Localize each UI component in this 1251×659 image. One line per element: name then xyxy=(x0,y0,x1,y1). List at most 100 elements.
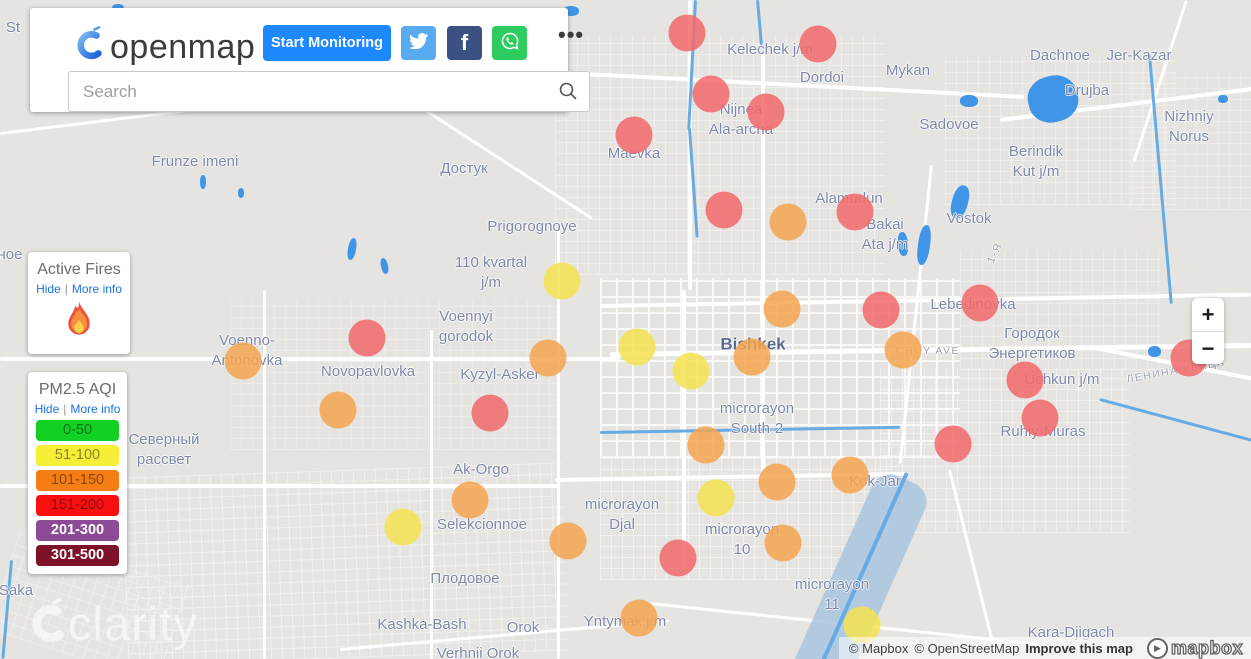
aqi-marker-yellow[interactable] xyxy=(543,262,581,300)
water-body xyxy=(200,175,206,189)
aqi-hide-link[interactable]: Hide xyxy=(34,402,60,416)
app-logo: openmap xyxy=(74,26,255,67)
aqi-marker-red[interactable] xyxy=(348,319,386,357)
aqi-marker-red[interactable] xyxy=(615,116,653,154)
logo-text: openmap xyxy=(110,27,256,66)
aqi-range-201-300: 201-300 xyxy=(36,520,119,541)
water-body xyxy=(1148,346,1161,357)
map-label: Городок Энергетиков xyxy=(988,324,1076,362)
improve-map-link[interactable]: Improve this map xyxy=(1025,640,1133,656)
openmap-logo-icon xyxy=(74,26,104,67)
search-icon[interactable] xyxy=(558,81,578,106)
zoom-control: + − xyxy=(1192,298,1224,364)
aqi-marker-red[interactable] xyxy=(705,191,743,229)
aqi-marker-red[interactable] xyxy=(668,14,706,52)
aqi-marker-red[interactable] xyxy=(934,425,972,463)
aqi-marker-yellow[interactable] xyxy=(697,479,735,517)
aqi-marker-orange[interactable] xyxy=(733,338,771,376)
zoom-divider xyxy=(1192,331,1224,332)
water-body xyxy=(1218,95,1228,103)
aqi-marker-orange[interactable] xyxy=(884,331,922,369)
aqi-marker-red[interactable] xyxy=(799,25,837,63)
map-label: Verhnii Orok xyxy=(436,644,520,659)
facebook-button[interactable]: f xyxy=(447,26,482,60)
road xyxy=(761,55,765,475)
aqi-marker-red[interactable] xyxy=(747,93,785,131)
search-input[interactable] xyxy=(68,71,590,112)
mapbox-logo-word: mapbox xyxy=(1170,637,1243,658)
map-label: Nizhniy Norus xyxy=(1164,107,1214,145)
facebook-icon: f xyxy=(460,30,469,55)
aqi-marker-orange[interactable] xyxy=(319,391,357,429)
map-label: Kashka-Bash xyxy=(377,615,467,633)
map-label: Kara-Djigach xyxy=(1027,623,1115,641)
map-label: Jer-Kazar xyxy=(1106,46,1172,64)
aqi-marker-orange[interactable] xyxy=(763,290,801,328)
map-label: Dordoi xyxy=(799,68,845,86)
aqi-marker-red[interactable] xyxy=(961,284,999,322)
aqi-marker-orange[interactable] xyxy=(451,481,489,519)
map-label: Berindik Kut j/m xyxy=(1008,142,1064,180)
map-label: Плодовое xyxy=(430,569,500,587)
map-label: Mykan xyxy=(885,61,931,79)
twitter-button[interactable] xyxy=(401,26,436,60)
aqi-range-101-150: 101-150 xyxy=(36,470,119,491)
aqi-marker-red[interactable] xyxy=(471,394,509,432)
mapbox-attribution-link[interactable]: © Mapbox xyxy=(848,640,909,656)
osm-attribution-link[interactable]: © OpenStreetMap xyxy=(914,640,1020,656)
water-body xyxy=(238,188,244,198)
clarity-logo-icon xyxy=(28,597,64,650)
aqi-marker-red[interactable] xyxy=(862,291,900,329)
aqi-marker-orange[interactable] xyxy=(769,203,807,241)
map-attribution: © Mapbox © OpenStreetMap Improve this ma… xyxy=(838,637,1251,659)
map-label: 110 kvartal j/m xyxy=(454,253,528,291)
map-label: Kyzyl-Asker xyxy=(460,365,540,383)
aqi-marker-orange[interactable] xyxy=(687,426,725,464)
aqi-marker-red[interactable] xyxy=(692,75,730,113)
aqi-marker-red[interactable] xyxy=(836,193,874,231)
active-fires-title: Active Fires xyxy=(37,261,121,278)
mapbox-logo[interactable]: ▶ mapbox xyxy=(1146,637,1243,659)
aqi-marker-orange[interactable] xyxy=(764,524,802,562)
active-fires-more-info-link[interactable]: More info xyxy=(71,282,122,296)
aqi-range-0-50: 0-50 xyxy=(36,420,119,441)
map-label: Drujba xyxy=(1064,81,1110,99)
aqi-marker-orange[interactable] xyxy=(758,463,796,501)
road xyxy=(0,484,560,488)
aqi-marker-red[interactable] xyxy=(1021,399,1059,437)
aqi-marker-orange[interactable] xyxy=(224,342,262,380)
zoom-in-button[interactable]: + xyxy=(1192,298,1224,331)
zoom-out-button[interactable]: − xyxy=(1192,332,1224,364)
aqi-more-info-link[interactable]: More info xyxy=(70,402,121,416)
whatsapp-button[interactable] xyxy=(492,26,527,60)
map-label: microrayon 11 xyxy=(794,575,870,613)
aqi-marker-red[interactable] xyxy=(1006,361,1044,399)
aqi-marker-yellow[interactable] xyxy=(672,352,710,390)
clarity-watermark: clarity xyxy=(28,597,198,650)
aqi-marker-yellow[interactable] xyxy=(618,328,656,366)
map-label: Novopavlovka xyxy=(320,362,416,380)
map-label: Voennyi gorodok xyxy=(438,307,494,345)
aqi-marker-yellow[interactable] xyxy=(384,508,422,546)
start-monitoring-button[interactable]: Start Monitoring xyxy=(263,25,391,61)
header-card: openmap Start Monitoring f ••• xyxy=(30,8,590,112)
map-label: Bakai Ata j/m xyxy=(861,215,909,253)
aqi-marker-orange[interactable] xyxy=(529,339,567,377)
aqi-marker-orange[interactable] xyxy=(620,599,658,637)
aqi-legend-panel: PM2.5 AQI Hide | More info 0-50 51-100 101-1… xyxy=(28,372,127,574)
map-label: microrayon South-2 xyxy=(719,399,795,437)
more-menu-button[interactable]: ••• xyxy=(558,22,585,47)
aqi-marker-orange[interactable] xyxy=(549,522,587,560)
aqi-marker-red[interactable] xyxy=(659,539,697,577)
map-label: ное xyxy=(0,245,23,263)
water-body xyxy=(960,95,978,107)
aqi-range-51-100: 51-100 xyxy=(36,445,119,466)
aqi-marker-orange[interactable] xyxy=(831,456,869,494)
map-label: Северный рассвет xyxy=(128,430,200,468)
aqi-range-301-500: 301-500 xyxy=(36,545,119,566)
road xyxy=(430,330,433,659)
active-fires-hide-link[interactable]: Hide xyxy=(36,282,61,296)
